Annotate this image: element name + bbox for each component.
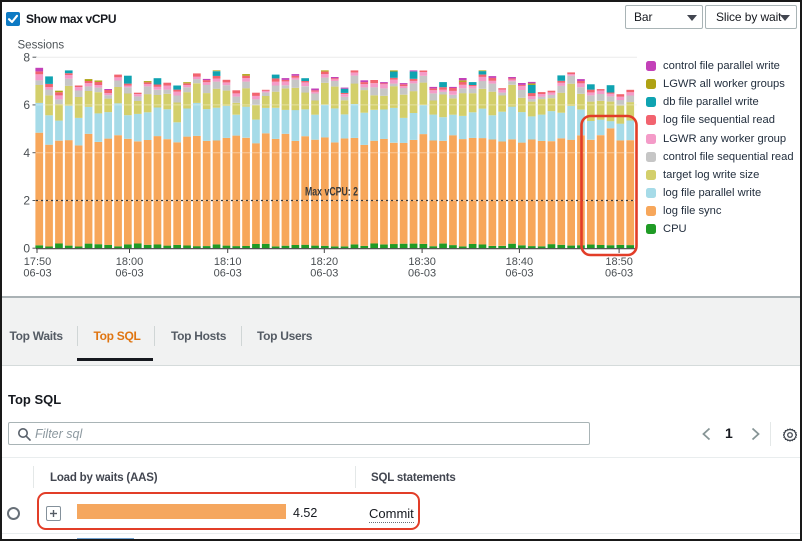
svg-text:Max vCPU: 2: Max vCPU: 2 — [305, 187, 358, 199]
svg-text:18:20: 18:20 — [311, 256, 339, 268]
svg-text:18:40: 18:40 — [506, 256, 534, 268]
svg-text:06-03: 06-03 — [408, 268, 436, 280]
svg-text:17:50: 17:50 — [24, 256, 52, 268]
svg-text:06-03: 06-03 — [605, 268, 633, 280]
svg-text:06-03: 06-03 — [115, 268, 143, 280]
svg-text:0: 0 — [23, 242, 30, 256]
svg-text:18:00: 18:00 — [116, 256, 144, 268]
svg-text:06-03: 06-03 — [23, 268, 51, 280]
svg-text:06-03: 06-03 — [310, 268, 338, 280]
svg-text:06-03: 06-03 — [214, 268, 242, 280]
svg-text:4: 4 — [23, 146, 30, 160]
svg-text:06-03: 06-03 — [505, 268, 533, 280]
svg-text:18:10: 18:10 — [214, 256, 242, 268]
svg-text:18:50: 18:50 — [605, 256, 633, 268]
svg-text:Sessions: Sessions — [18, 40, 65, 52]
svg-text:6: 6 — [23, 98, 30, 112]
svg-text:18:30: 18:30 — [408, 256, 436, 268]
svg-text:2: 2 — [23, 194, 30, 208]
svg-text:8: 8 — [23, 51, 30, 65]
